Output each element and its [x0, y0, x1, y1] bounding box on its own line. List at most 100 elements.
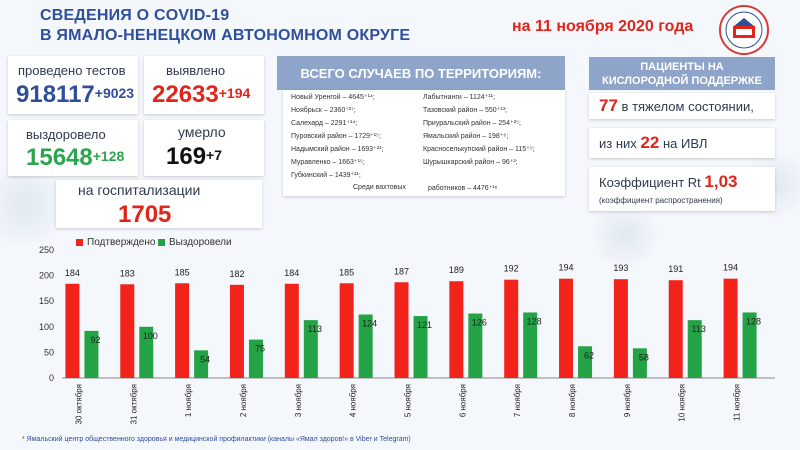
recovered-delta: +128 — [92, 148, 125, 164]
bar-confirmed — [65, 283, 80, 378]
data-label-confirmed: 189 — [449, 265, 464, 275]
x-tick-label: 31 октября — [129, 384, 138, 424]
data-label-confirmed: 183 — [120, 268, 135, 278]
ivl-row: из них 22 на ИВЛ — [599, 133, 707, 153]
bar-recovered — [248, 339, 263, 378]
page-title: СВЕДЕНИЯ О COVID-19 В ЯМАЛО-НЕНЕЦКОМ АВТ… — [40, 6, 410, 46]
territory-item: Тазовский район – 550⁺¹³; — [423, 107, 507, 114]
bar-confirmed — [284, 283, 299, 378]
died-value: 169+7 — [166, 143, 223, 170]
y-tick-label: 150 — [39, 296, 54, 306]
legend-confirmed: Подтверждено — [76, 237, 155, 248]
recovered-label: выздоровело — [26, 127, 106, 142]
detected-value: 22633+194 — [152, 81, 251, 108]
x-tick-label: 30 октября — [74, 384, 83, 424]
bar-recovered — [742, 312, 757, 378]
bar-confirmed — [394, 282, 409, 378]
data-label-confirmed: 184 — [65, 268, 80, 278]
bar-confirmed — [175, 283, 190, 378]
tests-label: проведено тестов — [18, 63, 126, 78]
ivl-card: из них 22 на ИВЛ — [589, 128, 775, 158]
rt-card: Коэффициент Rt 1,03 (коэффициент распрос… — [589, 167, 775, 211]
detected-delta: +194 — [218, 85, 251, 101]
data-label-recovered: 121 — [417, 320, 432, 330]
territory-item: Муравленко – 1663⁺¹⁵; — [291, 159, 365, 166]
x-tick-label: 9 ноября — [623, 384, 632, 417]
data-label-confirmed: 184 — [284, 268, 299, 278]
territory-item: Салехард – 2291⁺¹⁴; — [291, 120, 358, 127]
territory-item: Ямальский район – 198⁺⁶; — [423, 133, 509, 140]
detected-card: выявлено 22633+194 — [144, 56, 264, 114]
data-label-confirmed: 192 — [504, 264, 519, 274]
legend-recovered: Выздоровели — [158, 237, 232, 248]
data-label-recovered: 124 — [362, 319, 377, 329]
severe-card: 77 в тяжелом состоянии, — [589, 93, 775, 119]
legend-confirmed-swatch — [76, 239, 83, 246]
y-tick-label: 100 — [39, 322, 54, 332]
x-tick-label: 3 ноября — [294, 384, 303, 417]
data-label-confirmed: 185 — [339, 267, 354, 277]
data-label-confirmed: 182 — [229, 269, 244, 279]
severe-text: в тяжелом состоянии, — [621, 99, 754, 114]
report-date: на 11 ноября 2020 года — [512, 18, 694, 35]
y-tick-label: 0 — [49, 373, 54, 383]
data-label-recovered: 113 — [308, 324, 322, 334]
data-label-confirmed: 194 — [723, 263, 738, 273]
data-label-recovered: 62 — [584, 350, 594, 360]
bar-recovered — [413, 316, 428, 378]
data-label-recovered: 92 — [90, 335, 100, 345]
x-tick-label: 6 ноября — [458, 384, 467, 417]
hospital-card: на госпитализации 1705 — [56, 180, 262, 228]
x-tick-label: 7 ноября — [513, 384, 522, 417]
territory-item: Красноселькупский район – 115⁺⁵; — [423, 146, 535, 153]
bar-confirmed — [120, 284, 135, 378]
ivl-value: 22 — [640, 133, 660, 152]
bar-confirmed — [723, 278, 738, 378]
data-label-recovered: 128 — [746, 316, 761, 326]
bar-recovered — [303, 320, 318, 378]
data-label-confirmed: 191 — [668, 264, 683, 274]
bar-recovered — [194, 350, 209, 378]
data-label-recovered: 128 — [527, 316, 542, 326]
logo-emblem-icon — [719, 5, 769, 55]
died-card: умерло 169+7 — [144, 120, 264, 176]
rt-label: Коэффициент Rt — [599, 175, 701, 190]
died-delta: +7 — [206, 147, 223, 163]
territory-item: Пуровский район – 1729⁺¹⁵; — [291, 133, 381, 140]
territory-item: Приуральский район – 254⁺²⁵; — [423, 120, 521, 127]
bar-recovered — [468, 313, 483, 378]
bar-confirmed — [504, 279, 519, 378]
territory-item: Губкинский – 1439⁺¹¹; — [291, 172, 361, 179]
x-tick-label: 1 ноября — [184, 384, 193, 417]
territory-item: Шурышкарский район – 96⁺²; — [423, 159, 518, 166]
detected-label: выявлено — [166, 63, 226, 78]
x-tick-label: 2 ноября — [239, 384, 248, 417]
data-label-recovered: 58 — [639, 352, 649, 362]
rt-row: Коэффициент Rt 1,03 — [599, 172, 738, 192]
bar-recovered — [139, 326, 154, 378]
bar-recovered — [358, 314, 373, 378]
bar-confirmed — [339, 283, 354, 378]
tests-value: 918117+9023 — [16, 81, 135, 108]
ivl-suffix: на ИВЛ — [662, 136, 708, 151]
data-label-confirmed: 187 — [394, 266, 409, 276]
data-label-recovered: 113 — [692, 324, 706, 334]
ivl-prefix: из них — [599, 136, 637, 151]
bar-recovered — [523, 312, 538, 378]
bar-recovered — [687, 320, 702, 378]
data-label-recovered: 100 — [143, 331, 158, 341]
died-label: умерло — [178, 124, 226, 140]
data-label-recovered: 54 — [200, 354, 210, 364]
source-footnote: * Ямальский центр общественного здоровья… — [22, 436, 411, 443]
x-tick-label: 8 ноября — [568, 384, 577, 417]
rt-note: (коэффициент распространения) — [599, 196, 723, 205]
bar-recovered — [84, 330, 99, 378]
oxygen-title: ПАЦИЕНТЫ НА КИСЛОРОДНОЙ ПОДДЕРЖКЕ — [589, 57, 775, 90]
bar-recovered — [632, 348, 647, 378]
y-tick-label: 50 — [44, 347, 54, 357]
recovered-card: выздоровело 15648+128 — [8, 120, 138, 176]
x-tick-label: 4 ноября — [349, 384, 358, 417]
territory-footer-right: работников – 4476⁺¹⁶ — [428, 185, 498, 192]
bar-confirmed — [613, 279, 628, 378]
title-line-2: В ЯМАЛО-НЕНЕЦКОМ АВТОНОМНОМ ОКРУГЕ — [40, 27, 411, 44]
